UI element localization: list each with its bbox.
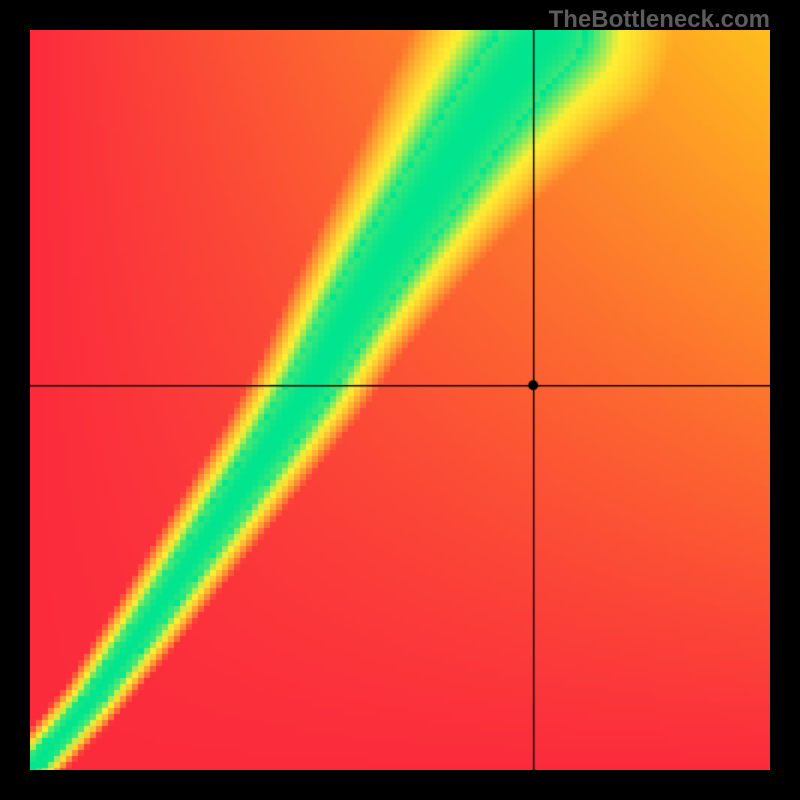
chart-container: TheBottleneck.com <box>0 0 800 800</box>
heatmap-plot <box>30 30 770 770</box>
